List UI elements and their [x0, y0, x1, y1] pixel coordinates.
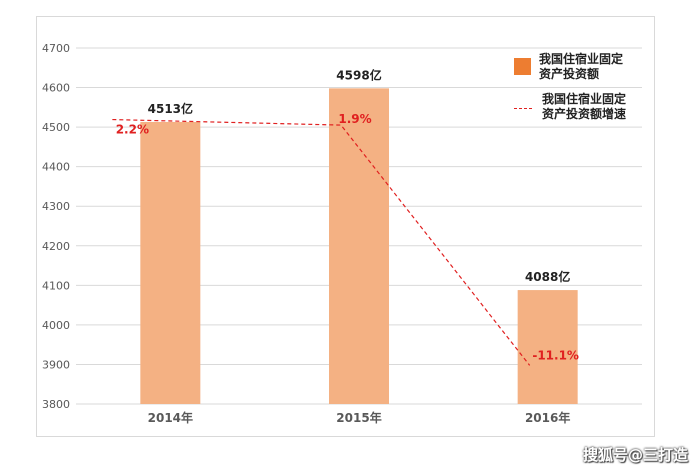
y-tick-label: 4500 — [42, 121, 70, 134]
growth-data-label: 2.2% — [116, 123, 149, 137]
watermark-text: 搜狐号@三打造 — [582, 446, 688, 464]
growth-data-label: 1.9% — [338, 112, 371, 126]
legend-item-line: 我国住宿业固定资产投资额增速 — [514, 92, 634, 122]
x-tick-label: 2015年 — [336, 410, 381, 425]
y-tick-label: 4400 — [42, 161, 70, 174]
legend-swatch-bar — [514, 58, 531, 75]
y-tick-label: 4000 — [42, 319, 70, 332]
x-tick-label: 2016年 — [525, 410, 570, 425]
y-tick-label: 4100 — [42, 279, 70, 292]
bar — [517, 290, 578, 404]
y-tick-label: 4200 — [42, 240, 70, 253]
bar — [329, 88, 389, 404]
legend-label-bar: 我国住宿业固定资产投资额 — [539, 52, 624, 81]
y-tick-label: 4300 — [42, 200, 70, 213]
bar-data-label: 4088亿 — [525, 269, 570, 284]
legend-swatch-line — [514, 108, 532, 109]
bar-data-label: 4598亿 — [336, 67, 381, 82]
x-tick-label: 2014年 — [148, 410, 193, 425]
y-tick-label: 4600 — [42, 82, 70, 95]
y-tick-label: 3900 — [42, 358, 70, 371]
legend-label-line: 我国住宿业固定资产投资额增速 — [542, 92, 627, 121]
chart-frame — [36, 16, 655, 437]
y-tick-label: 3800 — [42, 398, 70, 411]
y-tick-label: 4700 — [42, 42, 70, 55]
growth-data-label: -11.1% — [532, 348, 579, 362]
legend-item-bar: 我国住宿业固定资产投资额 — [514, 52, 631, 82]
bar — [140, 121, 201, 405]
bar-data-label: 4513亿 — [148, 101, 193, 116]
